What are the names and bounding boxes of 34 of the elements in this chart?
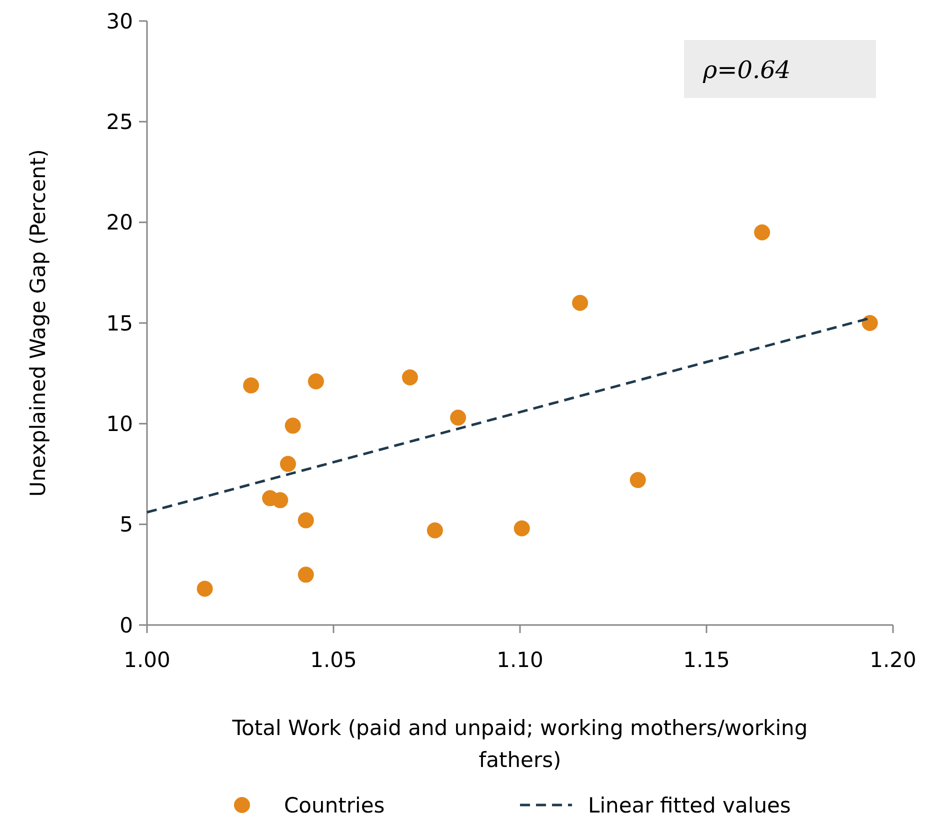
x-tick-label: 1.10 (496, 648, 544, 672)
legend-label: Linear fitted values (588, 793, 791, 818)
x-tick-label: 1.20 (870, 648, 916, 672)
point (298, 512, 314, 528)
x-axis-title: Total Work (paid and unpaid; working mothers/working fathers) (231, 716, 808, 772)
point (572, 294, 588, 311)
x-tick-label: 1.05 (310, 648, 357, 672)
x-tick-label: 1.15 (683, 648, 730, 672)
y-tick-label: 20 (106, 210, 133, 235)
y-tick-label: 25 (106, 110, 133, 134)
point (280, 456, 296, 472)
point (426, 522, 443, 538)
point (754, 224, 770, 240)
annotation: ρ=0.64 (702, 56, 791, 84)
point (402, 369, 418, 386)
x-tick-label: 1.00 (124, 648, 170, 672)
y-tick-label: 10 (106, 412, 133, 436)
y-tick-label: 15 (106, 311, 133, 336)
point (196, 580, 213, 597)
point (284, 418, 301, 434)
point (514, 520, 530, 536)
note-box: ρ=0.64 (684, 40, 876, 98)
y-tick-label: 30 (106, 9, 133, 34)
point (862, 315, 878, 331)
y-axis-title: Unexplained Wage Gap (Percent) (26, 149, 50, 497)
y-tick-label: 5 (120, 512, 133, 537)
point (308, 373, 324, 390)
point (630, 472, 646, 488)
point (243, 377, 260, 394)
point (298, 566, 314, 583)
point (272, 492, 288, 508)
point (450, 410, 466, 426)
legend-label: Countries (284, 793, 385, 818)
y-tick-label: 0 (120, 613, 133, 638)
